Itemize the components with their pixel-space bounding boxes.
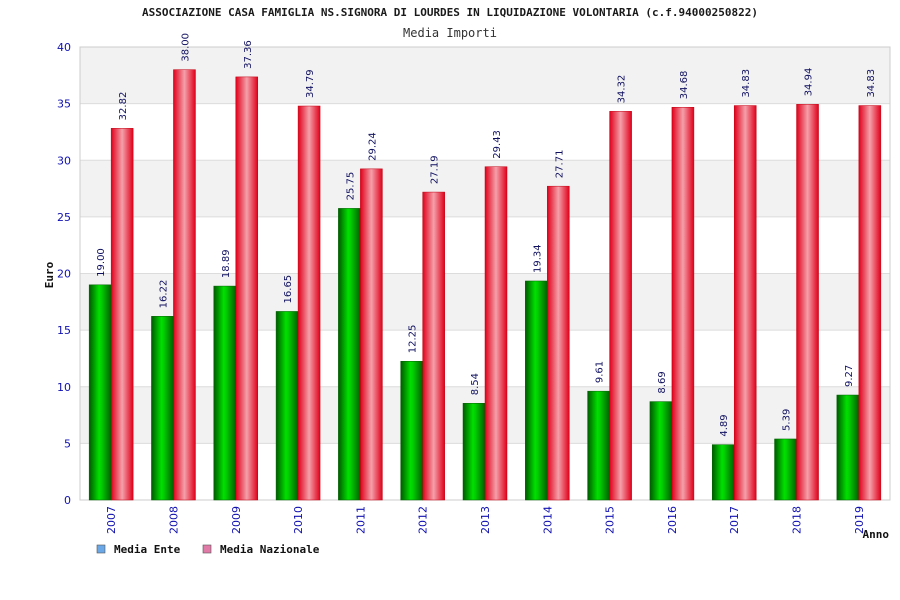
y-tick-label: 35: [57, 98, 71, 111]
bar-media-ente: [275, 311, 299, 501]
data-label: 38.00: [180, 33, 191, 62]
bar-media-ente: [213, 285, 237, 501]
x-axis-label: Anno: [863, 528, 890, 541]
bar-media-nazionale: [609, 111, 632, 501]
x-tick-label: 2011: [354, 506, 367, 534]
bar-media-ente: [462, 403, 486, 501]
x-tick-label: 2009: [230, 506, 243, 534]
x-tick-label: 2019: [853, 506, 866, 534]
grid-band: [80, 103, 890, 161]
y-tick-label: 15: [57, 324, 71, 337]
x-tick-label: 2014: [541, 506, 554, 534]
data-label: 19.34: [532, 244, 543, 273]
x-tick-label: 2017: [728, 506, 741, 534]
y-tick-label: 25: [57, 211, 71, 224]
legend: Media Ente Media Nazionale: [96, 543, 320, 556]
bar-media-ente: [711, 444, 735, 501]
data-label: 34.94: [804, 68, 815, 97]
data-label: 32.82: [118, 92, 129, 121]
y-tick-label: 20: [57, 268, 71, 281]
data-label: 34.32: [617, 75, 628, 104]
data-label: 25.75: [345, 172, 356, 201]
y-tick-label: 10: [57, 381, 71, 394]
data-label: 16.65: [283, 275, 294, 304]
data-label: 34.83: [866, 69, 877, 98]
legend-swatch-media-ente: [96, 544, 106, 554]
bar-media-ente: [338, 208, 361, 501]
data-label: 9.61: [595, 361, 606, 383]
bar-media-nazionale: [796, 104, 819, 501]
chart-title: ASSOCIAZIONE CASA FAMIGLIA NS.SIGNORA DI…: [142, 6, 758, 19]
bar-media-ente: [774, 438, 797, 501]
x-tick-label: 2013: [479, 506, 492, 534]
bar-media-nazionale: [858, 105, 882, 501]
bar-media-nazionale: [360, 168, 383, 501]
data-label: 4.89: [719, 414, 730, 436]
bar-media-ente: [151, 316, 174, 501]
data-label: 8.69: [657, 371, 668, 393]
bar-media-ente: [400, 361, 423, 501]
data-label: 18.89: [221, 249, 232, 278]
data-label: 9.27: [844, 365, 855, 387]
data-label: 29.24: [367, 132, 378, 161]
data-label: 5.39: [782, 409, 793, 431]
y-tick-label: 0: [64, 494, 71, 507]
data-label: 16.22: [158, 280, 169, 309]
x-tick-label: 2012: [417, 506, 430, 534]
data-label: 12.25: [408, 325, 419, 354]
bar-media-ente: [649, 401, 673, 501]
x-tick-label: 2015: [604, 506, 617, 534]
x-axis-ticks: 2007 2008 2009 2010 2011 2012 2013 2014 2015 2016…: [105, 506, 866, 534]
data-labels: 19.00 32.82 16.22 38.00 18.89 37.36 16.65 34.79…: [96, 33, 877, 437]
bar-media-ente: [525, 280, 548, 501]
bar-media-nazionale: [484, 166, 508, 501]
legend-label-media-ente: Media Ente: [114, 543, 181, 556]
y-tick-label: 30: [57, 154, 71, 167]
data-label: 27.71: [554, 150, 565, 179]
y-axis-ticks: 0 5 10 15 20 25 30 35 40: [57, 41, 71, 507]
data-label: 29.43: [492, 130, 503, 159]
bar-media-nazionale: [110, 128, 134, 501]
x-tick-label: 2007: [105, 506, 118, 534]
data-label: 34.68: [679, 71, 690, 100]
bar-media-nazionale: [422, 191, 445, 501]
legend-label-media-nazionale: Media Nazionale: [220, 543, 320, 556]
bar-media-nazionale: [733, 105, 757, 501]
bar-media-ente: [587, 390, 610, 501]
chart-subtitle: Media Importi: [403, 26, 497, 40]
data-label: 34.79: [305, 69, 316, 98]
bar-media-nazionale: [235, 76, 259, 501]
y-tick-label: 5: [64, 437, 71, 450]
grid-band: [80, 47, 890, 104]
y-tick-label: 40: [57, 41, 71, 54]
x-tick-label: 2016: [666, 506, 679, 534]
bar-media-nazionale: [547, 185, 570, 501]
x-tick-label: 2008: [167, 506, 180, 534]
bar-media-nazionale: [297, 105, 321, 501]
x-tick-label: 2010: [292, 506, 305, 534]
bars: [88, 69, 882, 501]
legend-swatch-media-nazionale: [202, 544, 212, 554]
x-tick-label: 2018: [791, 506, 804, 534]
bar-media-nazionale: [671, 106, 695, 501]
data-label: 8.54: [470, 373, 481, 395]
bar-media-ente: [836, 394, 860, 501]
data-label: 27.19: [430, 155, 441, 184]
bar-media-nazionale: [173, 69, 196, 501]
data-label: 37.36: [243, 40, 254, 69]
data-label: 19.00: [96, 248, 107, 277]
bar-media-ente: [88, 284, 112, 501]
data-label: 34.83: [741, 69, 752, 98]
y-axis-label: Euro: [43, 261, 56, 288]
